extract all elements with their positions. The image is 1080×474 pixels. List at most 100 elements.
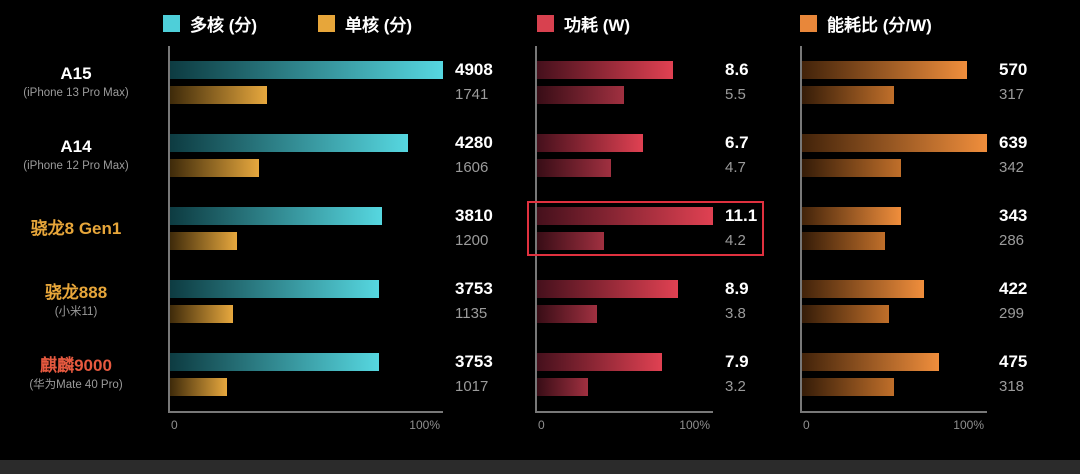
rows: A15 (iPhone 13 Pro Max) 4908 1741 8.6 5.…	[0, 46, 1080, 411]
legend-swatch	[537, 15, 554, 32]
chip-subtitle: (小米11)	[54, 306, 98, 318]
power-bar	[537, 61, 674, 79]
power-bar	[537, 207, 713, 225]
legend-item: 功耗 (W)	[537, 11, 630, 36]
efficiency-secondary-bar	[802, 232, 885, 250]
legend-swatch	[800, 15, 817, 32]
singlecore-value: 1200	[455, 232, 489, 249]
efficiency-secondary-value: 317	[999, 86, 1025, 103]
power-bar	[537, 353, 663, 371]
power-secondary-bar	[537, 86, 625, 104]
score-values: 4908 1741	[443, 46, 535, 119]
axis-min-label: 0	[538, 418, 545, 432]
score-values: 3753 1135	[443, 265, 535, 338]
efficiency-value: 422	[999, 279, 1028, 298]
chip-subtitle: (iPhone 12 Pro Max)	[23, 160, 129, 172]
score-chart-cell	[168, 119, 443, 192]
power-value: 11.1	[725, 206, 758, 225]
power-chart-cell	[535, 338, 713, 411]
chip-label-cell: 麒麟9000 (华为Mate 40 Pro)	[0, 338, 168, 411]
legend-item: 能耗比 (分/W)	[800, 11, 932, 36]
efficiency-secondary-bar	[802, 86, 894, 104]
power-chart-cell	[535, 119, 713, 192]
legend: 多核 (分) 单核 (分) 功耗 (W) 能耗比 (分/W)	[0, 0, 1080, 46]
axis-max-label: 100%	[953, 418, 984, 432]
power-values: 8.9 3.8	[713, 265, 800, 338]
power-secondary-value: 4.7	[725, 159, 746, 176]
chip-name: 麒麟9000	[40, 356, 112, 375]
efficiency-value: 570	[999, 60, 1028, 79]
power-secondary-value: 3.8	[725, 305, 746, 322]
multicore-bar	[170, 280, 379, 298]
power-secondary-bar	[537, 305, 598, 323]
singlecore-bar	[170, 159, 260, 177]
power-secondary-value: 5.5	[725, 86, 746, 103]
chip-subtitle: (iPhone 13 Pro Max)	[23, 87, 129, 99]
multicore-bar	[170, 353, 379, 371]
chip-name: 骁龙888	[44, 283, 108, 302]
efficiency-chart-cell	[800, 192, 987, 265]
efficiency-bar	[802, 207, 902, 225]
efficiency-value: 343	[999, 206, 1028, 225]
chip-name: A15	[60, 64, 92, 83]
efficiency-secondary-value: 299	[999, 305, 1025, 322]
legend-label: 多核 (分)	[190, 16, 258, 35]
chip-name: 骁龙8 Gen1	[30, 218, 122, 238]
score-values: 3753 1017	[443, 338, 535, 411]
axis-max-label: 100%	[679, 418, 710, 432]
legend-item: 单核 (分)	[318, 11, 412, 36]
efficiency-values: 570 317	[987, 46, 1080, 119]
power-value: 8.9	[725, 279, 749, 298]
multicore-bar	[170, 61, 443, 79]
power-values: 11.1 4.2	[713, 192, 800, 265]
efficiency-values: 475 318	[987, 338, 1080, 411]
singlecore-bar	[170, 305, 234, 323]
power-values: 6.7 4.7	[713, 119, 800, 192]
efficiency-secondary-value: 318	[999, 378, 1025, 395]
power-bar	[537, 134, 644, 152]
chip-label-cell: 骁龙8 Gen1	[0, 192, 168, 265]
efficiency-values: 422 299	[987, 265, 1080, 338]
axis-scale-efficiency: 0 100%	[800, 411, 987, 441]
axis-max-label: 100%	[409, 418, 440, 432]
singlecore-value: 1017	[455, 378, 489, 395]
chip-label-cell: 骁龙888 (小米11)	[0, 265, 168, 338]
power-chart-cell	[535, 46, 713, 119]
power-secondary-value: 3.2	[725, 378, 746, 395]
singlecore-value: 1606	[455, 159, 489, 176]
chip-label-cell: A15 (iPhone 13 Pro Max)	[0, 46, 168, 119]
multicore-value: 4908	[455, 60, 493, 79]
efficiency-chart-cell	[800, 338, 987, 411]
efficiency-chart-cell	[800, 265, 987, 338]
multicore-value: 3753	[455, 352, 493, 371]
power-value: 6.7	[725, 133, 749, 152]
singlecore-bar	[170, 378, 227, 396]
chip-row: 骁龙888 (小米11) 3753 1135 8.9 3.8 422 299	[0, 265, 1080, 338]
power-chart-cell	[535, 265, 713, 338]
efficiency-secondary-value: 342	[999, 159, 1025, 176]
score-values: 3810 1200	[443, 192, 535, 265]
efficiency-bar	[802, 134, 987, 152]
multicore-value: 3810	[455, 206, 493, 225]
power-value: 7.9	[725, 352, 749, 371]
chip-row: 骁龙8 Gen1 3810 1200 11.1 4.2 343 286	[0, 192, 1080, 265]
chip-name: A14	[60, 137, 92, 156]
efficiency-secondary-value: 286	[999, 232, 1025, 249]
efficiency-bar	[802, 353, 940, 371]
legend-label: 功耗 (W)	[564, 16, 631, 35]
efficiency-bar	[802, 61, 968, 79]
efficiency-bar	[802, 280, 925, 298]
chip-row: A14 (iPhone 12 Pro Max) 4280 1606 6.7 4.…	[0, 119, 1080, 192]
chip-row: 麒麟9000 (华为Mate 40 Pro) 3753 1017 7.9 3.2…	[0, 338, 1080, 411]
efficiency-value: 475	[999, 352, 1028, 371]
power-bar	[537, 280, 679, 298]
singlecore-value: 1741	[455, 86, 489, 103]
axis-row: 0 100% 0 100% 0 100%	[0, 411, 1080, 441]
axis-min-label: 0	[171, 418, 178, 432]
legend-swatch	[163, 15, 180, 32]
score-values: 4280 1606	[443, 119, 535, 192]
efficiency-value: 639	[999, 133, 1028, 152]
power-value: 8.6	[725, 60, 749, 79]
score-chart-cell	[168, 265, 443, 338]
multicore-bar	[170, 207, 382, 225]
